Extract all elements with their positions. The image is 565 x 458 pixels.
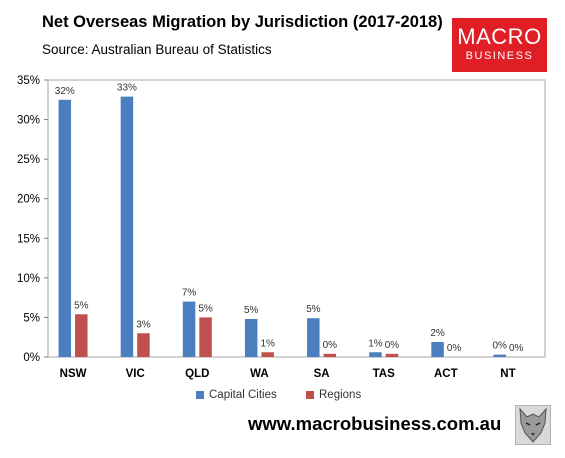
x-tick-label: ACT xyxy=(434,368,458,380)
y-tick-label: 5% xyxy=(23,312,40,324)
logo-line-1: MACRO xyxy=(457,24,542,49)
y-tick-label: 0% xyxy=(23,352,40,364)
data-label: 7% xyxy=(182,288,197,299)
legend-swatch-capital xyxy=(196,391,204,399)
data-label: 0% xyxy=(509,343,524,354)
data-label: 2% xyxy=(430,328,445,339)
data-label: 5% xyxy=(198,303,213,314)
x-tick-label: QLD xyxy=(185,368,209,380)
bar-nsw-regions xyxy=(75,314,88,357)
data-label: 5% xyxy=(74,300,89,311)
data-label: 1% xyxy=(368,338,383,349)
data-label: 5% xyxy=(306,304,321,315)
data-label: 32% xyxy=(55,86,75,97)
data-label: 33% xyxy=(117,83,137,94)
y-tick-label: 35% xyxy=(17,75,40,87)
bar-vic-capital xyxy=(120,96,134,358)
bar-nsw-capital xyxy=(58,99,72,358)
bar-vic-regions xyxy=(137,333,150,357)
x-tick-label: VIC xyxy=(126,368,145,380)
chart-source: Source: Australian Bureau of Statistics xyxy=(42,42,272,57)
bar-act-capital xyxy=(431,341,444,357)
y-tick-label: 30% xyxy=(17,115,40,127)
x-tick-label: NT xyxy=(500,368,515,380)
bar-sa-capital xyxy=(307,318,320,357)
y-tick-label: 15% xyxy=(17,233,40,245)
bar-tas-capital xyxy=(369,352,382,357)
legend-swatch-regions xyxy=(306,391,314,399)
data-label: 1% xyxy=(260,338,275,349)
data-label: 0% xyxy=(385,340,400,351)
data-label: 0% xyxy=(492,341,507,352)
bar-sa-regions xyxy=(323,353,337,357)
bar-tas-regions xyxy=(385,353,399,357)
bar-nt-capital xyxy=(493,354,506,357)
logo-line-2: BUSINESS xyxy=(465,50,534,62)
y-tick-label: 10% xyxy=(17,273,40,285)
data-label: 0% xyxy=(323,340,338,351)
x-tick-label: SA xyxy=(314,368,330,380)
footer-url[interactable]: www.macrobusiness.com.au xyxy=(248,413,502,434)
legend-label-capital: Capital Cities xyxy=(209,389,277,401)
x-tick-label: NSW xyxy=(60,368,87,380)
bar-qld-regions xyxy=(199,317,212,357)
plot-area xyxy=(47,79,546,358)
data-label: 0% xyxy=(447,343,462,354)
y-tick-label: 20% xyxy=(17,194,40,206)
x-tick-label: WA xyxy=(250,368,269,380)
wolf-logo-icon xyxy=(515,405,551,445)
legend-item-regions: Regions xyxy=(306,389,361,401)
chart-title: Net Overseas Migration by Jurisdiction (… xyxy=(42,13,443,31)
legend-item-capital: Capital Cities xyxy=(196,389,277,401)
bar-qld-capital xyxy=(182,301,196,357)
legend-label-regions: Regions xyxy=(319,389,362,401)
y-tick-label: 25% xyxy=(17,154,40,166)
data-label: 3% xyxy=(136,319,151,330)
bar-wa-regions xyxy=(261,352,274,357)
data-label: 5% xyxy=(244,305,259,316)
x-tick-label: TAS xyxy=(373,368,395,380)
bar-wa-capital xyxy=(244,319,258,357)
macrobusiness-logo: MACRO BUSINESS xyxy=(452,18,547,72)
